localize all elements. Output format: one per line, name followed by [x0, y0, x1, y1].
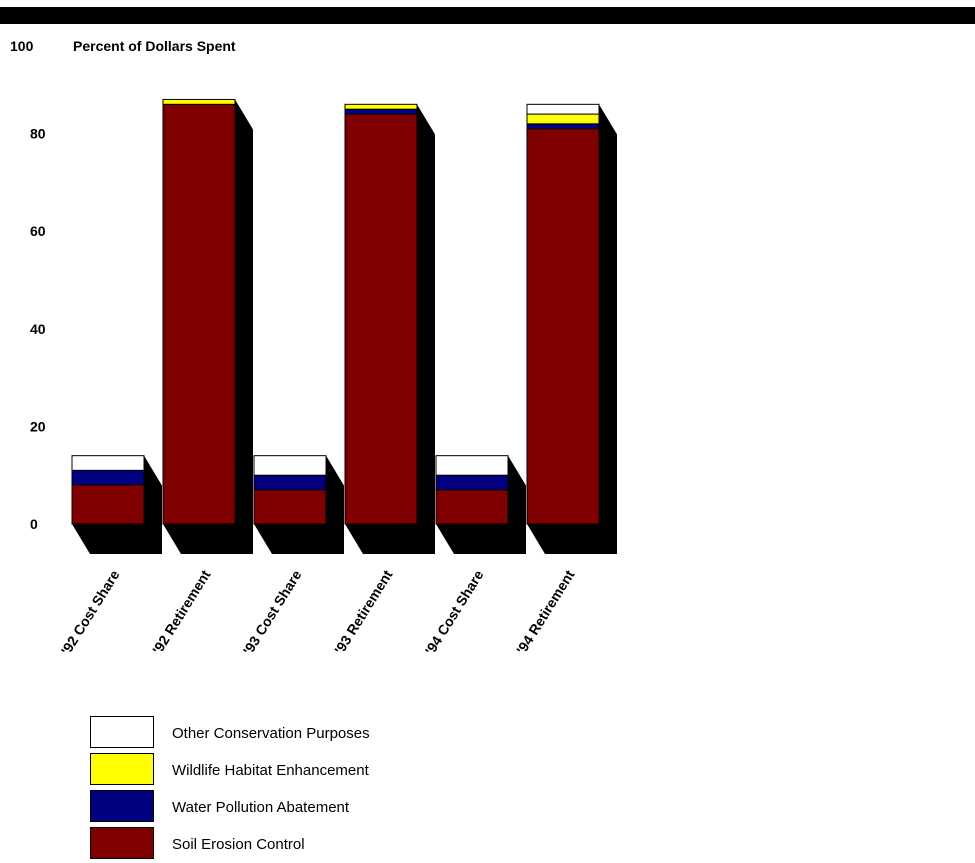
x-tick-label-93-retirement: '93 Retirement: [331, 567, 396, 657]
y-tick-label-0: 0: [30, 516, 38, 532]
top-rule: [0, 7, 975, 24]
legend-item-other-conservation-purposes: Other Conservation Purposes: [90, 716, 490, 750]
bar-93-retirement-soil-erosion-control: [344, 113, 418, 525]
bar-92-cost-share-water-pollution-abatement: [71, 469, 145, 486]
bar-shadow-92-cost-share: [72, 455, 162, 554]
legend-item-water-pollution-abatement: Water Pollution Abatement: [90, 790, 490, 824]
bar-shadow-93-cost-share: [254, 455, 344, 554]
bar-94-cost-share-water-pollution-abatement: [435, 474, 509, 491]
bar-94-cost-share-other-conservation-purposes: [435, 455, 509, 476]
x-tick-label-92-cost-share: '92 Cost Share: [58, 567, 123, 658]
bar-92-cost-share-other-conservation-purposes: [71, 455, 145, 471]
bar-94-retirement-wildlife-habitat-enhancement: [526, 113, 600, 125]
legend-swatch: [90, 716, 154, 748]
y-tick-label-40: 40: [30, 321, 46, 337]
bar-93-retirement-water-pollution-abatement: [344, 108, 418, 115]
legend-label: Other Conservation Purposes: [172, 725, 370, 742]
legend-item-wildlife-habitat-enhancement: Wildlife Habitat Enhancement: [90, 753, 490, 787]
x-tick-label-93-cost-share: '93 Cost Share: [240, 567, 305, 658]
bar-shadow-94-cost-share: [436, 455, 526, 554]
bar-94-retirement-soil-erosion-control: [526, 128, 600, 525]
y-tick-100-label: 100: [10, 38, 34, 54]
y-tick-label-60: 60: [30, 223, 46, 239]
y-tick-label-20: 20: [30, 418, 46, 434]
legend-label: Wildlife Habitat Enhancement: [172, 762, 369, 779]
x-tick-label-92-retirement: '92 Retirement: [149, 567, 214, 657]
legend-item-soil-erosion-control: Soil Erosion Control: [90, 827, 490, 861]
bar-93-retirement-wildlife-habitat-enhancement: [344, 103, 418, 110]
x-tick-label-94-cost-share: '94 Cost Share: [422, 567, 487, 658]
bar-93-cost-share-other-conservation-purposes: [253, 455, 327, 476]
y-tick-label-80: 80: [30, 126, 46, 142]
bar-92-retirement-soil-erosion-control: [162, 103, 236, 525]
bar-92-cost-share-soil-erosion-control: [71, 484, 145, 525]
bar-94-retirement-other-conservation-purposes: [526, 103, 600, 115]
bar-94-cost-share-soil-erosion-control: [435, 489, 509, 525]
chart-title: Percent of Dollars Spent: [73, 38, 236, 54]
legend-label: Water Pollution Abatement: [172, 799, 350, 816]
x-axis-labels: '92 Cost Share '92 Retirement '93 Cost Sha…: [58, 567, 578, 658]
y-axis-ticks: 0 20 40 60 80: [30, 126, 46, 532]
x-tick-label-94-retirement: '94 Retirement: [513, 567, 578, 657]
bar-93-cost-share-water-pollution-abatement: [253, 474, 327, 491]
legend-swatch: [90, 790, 154, 822]
bars: [71, 98, 600, 525]
bar-92-retirement-wildlife-habitat-enhancement: [162, 98, 236, 105]
legend-swatch: [90, 753, 154, 785]
bar-94-retirement-water-pollution-abatement: [526, 123, 600, 130]
legend-swatch: [90, 827, 154, 859]
legend-label: Soil Erosion Control: [172, 836, 305, 853]
bar-93-cost-share-soil-erosion-control: [253, 489, 327, 525]
